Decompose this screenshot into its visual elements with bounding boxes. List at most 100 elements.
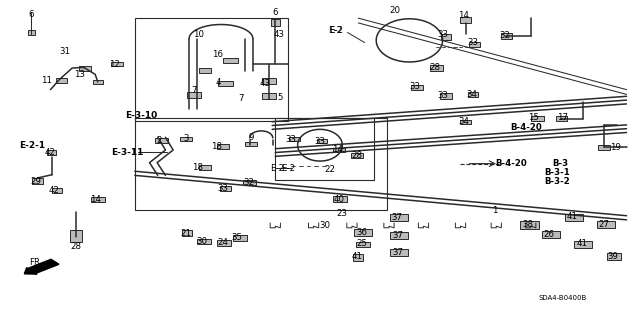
- Text: E-3-10: E-3-10: [125, 111, 157, 120]
- Bar: [243, 180, 256, 185]
- Text: 14: 14: [458, 11, 469, 20]
- Bar: [390, 232, 408, 239]
- Text: 9: 9: [248, 133, 253, 142]
- Bar: [196, 239, 211, 244]
- Text: 3: 3: [183, 134, 189, 143]
- Bar: [52, 188, 62, 193]
- Bar: [441, 34, 451, 40]
- Bar: [271, 19, 280, 26]
- Bar: [468, 92, 478, 97]
- Text: 28: 28: [351, 151, 362, 160]
- Bar: [461, 120, 470, 124]
- Text: E-2: E-2: [281, 164, 295, 173]
- Text: E-2-1: E-2-1: [20, 141, 45, 150]
- Bar: [156, 138, 168, 143]
- Bar: [355, 229, 372, 236]
- Bar: [333, 196, 348, 202]
- Text: 14: 14: [332, 145, 344, 154]
- Text: 33: 33: [218, 184, 228, 193]
- Bar: [461, 17, 470, 23]
- Text: SDA4-B0400B: SDA4-B0400B: [538, 295, 587, 301]
- Bar: [390, 214, 408, 221]
- Text: 10: 10: [193, 30, 204, 39]
- Text: E-3-11: E-3-11: [111, 148, 143, 157]
- Text: 29: 29: [30, 177, 41, 186]
- Text: 4: 4: [215, 78, 221, 87]
- Bar: [91, 197, 105, 202]
- Bar: [556, 116, 567, 122]
- Bar: [469, 42, 479, 48]
- Text: 33: 33: [286, 135, 297, 144]
- Text: 28: 28: [70, 242, 81, 251]
- Bar: [220, 187, 230, 191]
- Text: 31: 31: [59, 47, 70, 56]
- Bar: [333, 148, 345, 152]
- Text: 18: 18: [192, 163, 203, 172]
- Text: 41: 41: [577, 239, 588, 248]
- Text: 32: 32: [500, 31, 511, 40]
- Text: B-4-20: B-4-20: [509, 123, 541, 132]
- Text: 30: 30: [196, 237, 207, 246]
- Bar: [244, 142, 257, 146]
- Text: 15: 15: [529, 113, 540, 122]
- Bar: [135, 18, 288, 122]
- Text: 18: 18: [211, 142, 222, 151]
- Text: 26: 26: [543, 230, 554, 239]
- Text: 33: 33: [314, 137, 326, 146]
- Text: 37: 37: [392, 231, 403, 240]
- Text: 37: 37: [392, 248, 403, 257]
- Bar: [262, 78, 276, 84]
- Bar: [275, 118, 374, 180]
- Bar: [542, 231, 560, 238]
- Text: 40: 40: [333, 195, 345, 204]
- Text: B-3-2: B-3-2: [545, 177, 570, 186]
- Text: 24: 24: [218, 238, 228, 247]
- Bar: [356, 242, 371, 248]
- Bar: [353, 254, 364, 261]
- Text: 6: 6: [273, 8, 278, 17]
- Text: 27: 27: [598, 220, 610, 229]
- Bar: [607, 253, 621, 260]
- Text: 1: 1: [492, 206, 497, 215]
- Text: 7: 7: [191, 86, 197, 95]
- Text: 41: 41: [567, 212, 578, 221]
- Text: 42: 42: [44, 148, 56, 157]
- Bar: [218, 81, 232, 86]
- Bar: [216, 144, 229, 149]
- Text: 22: 22: [324, 166, 335, 174]
- Bar: [198, 165, 211, 170]
- Bar: [574, 241, 592, 248]
- Text: 28: 28: [429, 63, 440, 72]
- Bar: [262, 93, 276, 99]
- Text: 2: 2: [156, 136, 162, 145]
- Bar: [501, 33, 511, 39]
- Text: E-2: E-2: [328, 26, 342, 35]
- Text: 39: 39: [607, 252, 618, 261]
- Bar: [351, 153, 363, 158]
- Text: 33: 33: [438, 31, 449, 40]
- Bar: [223, 57, 238, 63]
- Text: E-2: E-2: [270, 164, 284, 173]
- Text: B-3-1: B-3-1: [545, 168, 570, 177]
- Text: 23: 23: [337, 209, 348, 218]
- Bar: [440, 93, 452, 99]
- Text: 17: 17: [557, 113, 568, 122]
- Bar: [135, 118, 387, 210]
- Text: 7: 7: [238, 94, 244, 103]
- Text: 42: 42: [48, 186, 59, 195]
- Text: 41: 41: [351, 252, 362, 261]
- Bar: [93, 80, 103, 84]
- Bar: [182, 230, 192, 236]
- Bar: [187, 92, 201, 98]
- Text: E-2: E-2: [329, 26, 343, 35]
- Text: 13: 13: [74, 70, 84, 79]
- Text: 33: 33: [468, 38, 479, 47]
- Text: 16: 16: [212, 50, 223, 59]
- Bar: [597, 221, 615, 228]
- Bar: [598, 145, 610, 150]
- Text: 5: 5: [278, 93, 283, 102]
- Bar: [47, 150, 56, 155]
- Bar: [430, 65, 443, 70]
- Text: 33: 33: [438, 92, 449, 100]
- Bar: [390, 249, 408, 256]
